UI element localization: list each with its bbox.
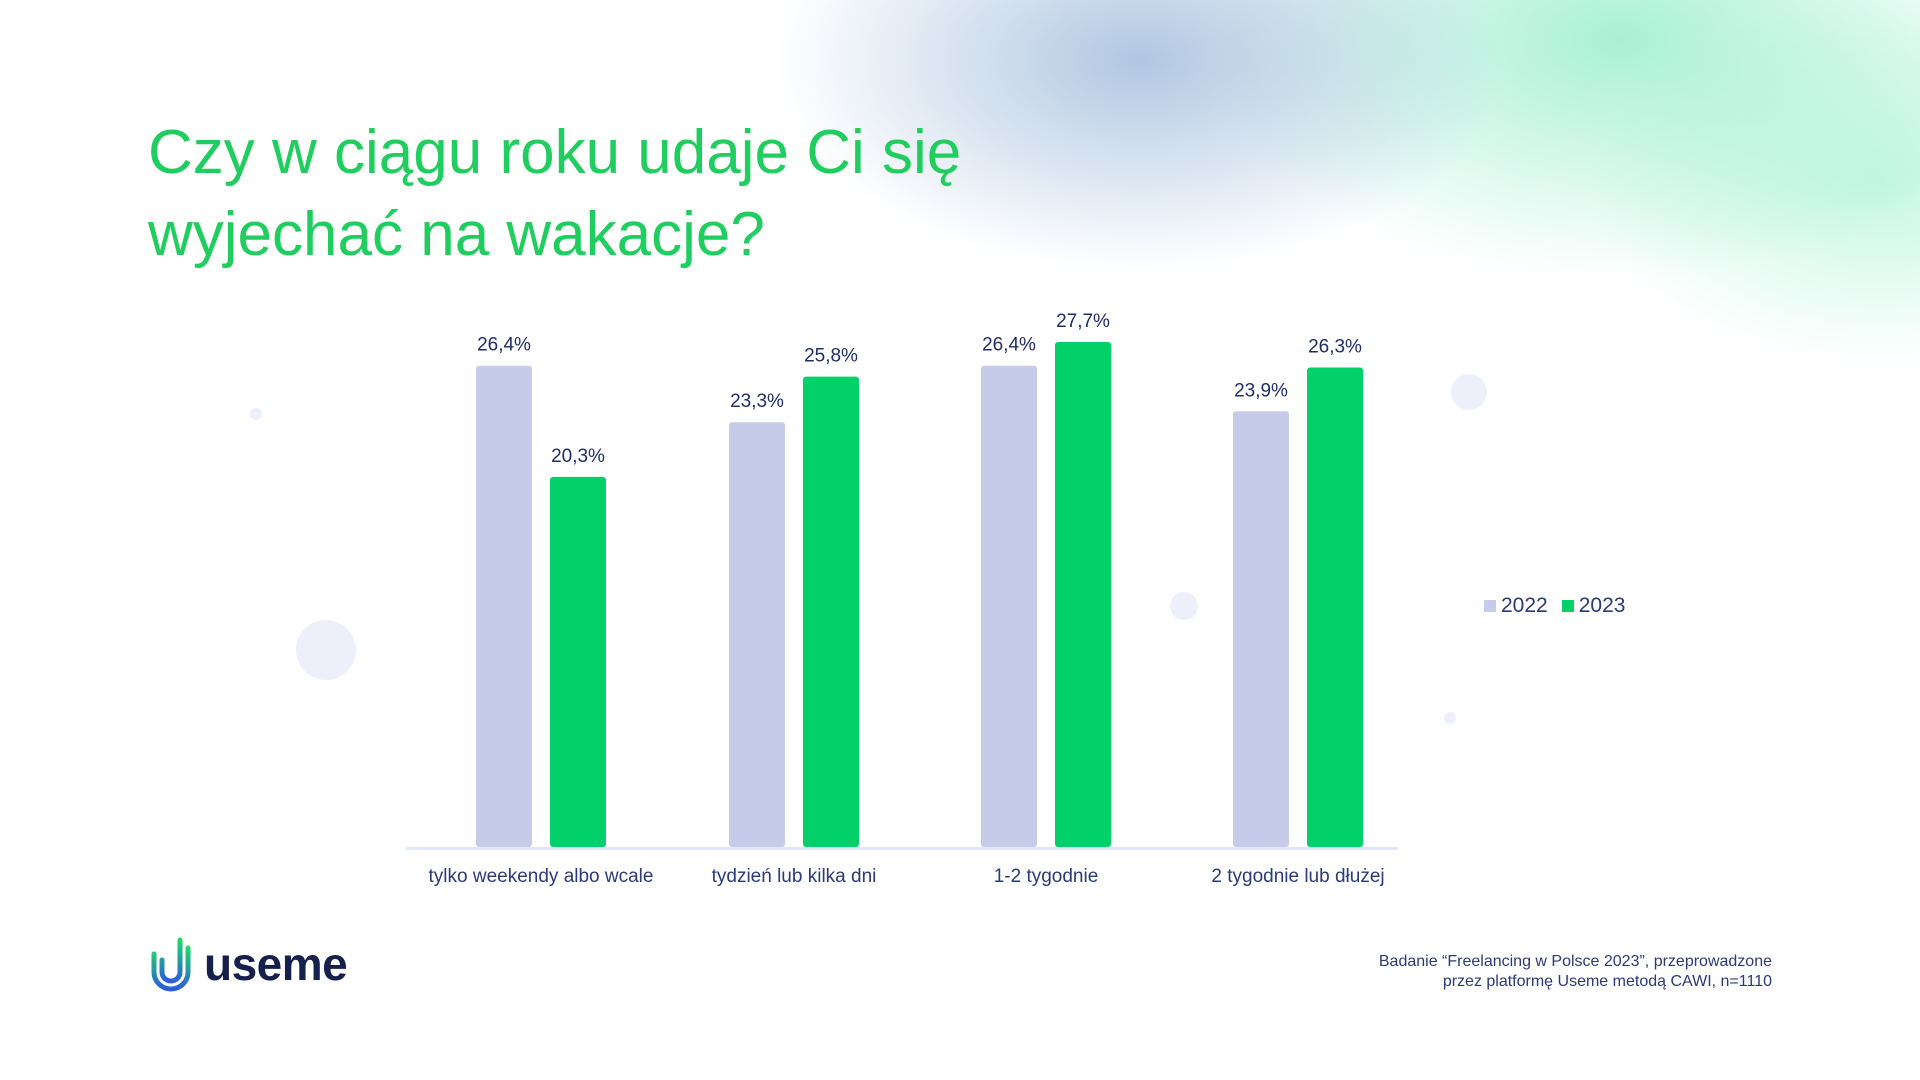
decor-dot (1444, 712, 1456, 724)
decor-dot (1451, 374, 1487, 410)
logo-text: useme (204, 938, 348, 990)
data-label-2022-1: 26,4% (477, 335, 531, 356)
bar-2022-2 (729, 422, 785, 847)
data-label-2023-2: 25,8% (804, 346, 858, 367)
footnote-line-1: Badanie “Freelancing w Polsce 2023”, prz… (1378, 953, 1772, 970)
legend-label-2023: 2023 (1578, 594, 1626, 617)
bar-2022-4 (1233, 411, 1289, 847)
data-label-2022-2: 23,3% (730, 391, 784, 412)
useme-logo-icon (151, 937, 191, 992)
bar-2023-2 (803, 376, 859, 847)
footnote-line-2: przez platformę Useme metodą CAWI, n=111… (1442, 973, 1772, 990)
bar-2022-3 (981, 365, 1037, 847)
legend-swatch-2022 (1484, 600, 1496, 612)
bar-2023-4 (1307, 367, 1363, 847)
category-label-4: 2 tygodnie lub dłużej (1211, 866, 1384, 887)
bar-2023-3 (1055, 342, 1111, 847)
data-label-2022-3: 26,4% (982, 335, 1036, 356)
legend-label-2022: 2022 (1501, 594, 1548, 617)
page-title: Czy w ciągu roku udaje Ci się wyjechać n… (148, 118, 962, 269)
decor-dot (250, 408, 262, 420)
decor-dot (296, 620, 356, 680)
data-label-2023-3: 27,7% (1056, 311, 1110, 332)
category-label-1: tylko weekendy albo wcale (429, 866, 654, 887)
category-label-3: 1-2 tygodnie (994, 866, 1099, 887)
legend-item-2023: 2023 (1561, 594, 1626, 618)
chart-legend: 2022 2023 (1484, 594, 1625, 618)
category-label-2: tydzień lub kilka dni (712, 866, 877, 887)
data-label-2022-4: 23,9% (1234, 380, 1288, 401)
legend-item-2022: 2022 (1484, 594, 1548, 618)
useme-logo: useme (148, 932, 348, 996)
bar-2022-1 (476, 365, 532, 847)
data-label-2023-1: 20,3% (551, 446, 605, 467)
data-label-2023-4: 26,3% (1308, 337, 1362, 358)
source-footnote: Badanie “Freelancing w Polsce 2023”, prz… (1379, 952, 1772, 992)
bar-2023-1 (550, 476, 606, 847)
decor-dot (1170, 592, 1198, 620)
legend-swatch-2023 (1561, 600, 1574, 612)
